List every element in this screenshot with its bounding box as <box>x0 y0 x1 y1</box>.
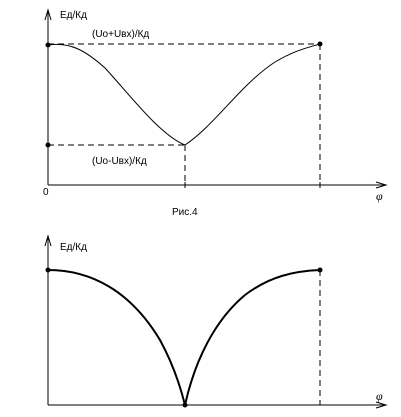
y-arrow <box>44 8 52 21</box>
y-arrow <box>44 234 52 247</box>
x-label: φ <box>376 389 383 403</box>
caption: Рис.4 <box>172 207 198 218</box>
x-arrow <box>375 401 388 409</box>
x-label: φ <box>376 189 383 203</box>
point <box>45 142 51 148</box>
level-label: (Uо+Uвх)/Кд <box>92 29 149 40</box>
point <box>182 402 188 408</box>
x-arrow <box>375 181 388 189</box>
curve <box>47 43 321 146</box>
figure-1: Ед/Кд (Uо+Uвх)/Кд (Uо-Uвх)/Кд 0 φ Рис.4 <box>43 8 388 218</box>
point <box>317 267 323 273</box>
origin-label: 0 <box>43 187 49 198</box>
y-label: Ед/Кд <box>60 10 87 21</box>
point <box>45 42 51 48</box>
point <box>45 267 51 273</box>
level-label: (Uо-Uвх)/Кд <box>92 156 147 167</box>
curve <box>47 269 321 406</box>
y-label: Ед/Кд <box>60 242 87 253</box>
figure-2: Ед/Кд φ <box>44 234 388 409</box>
point <box>317 41 323 47</box>
